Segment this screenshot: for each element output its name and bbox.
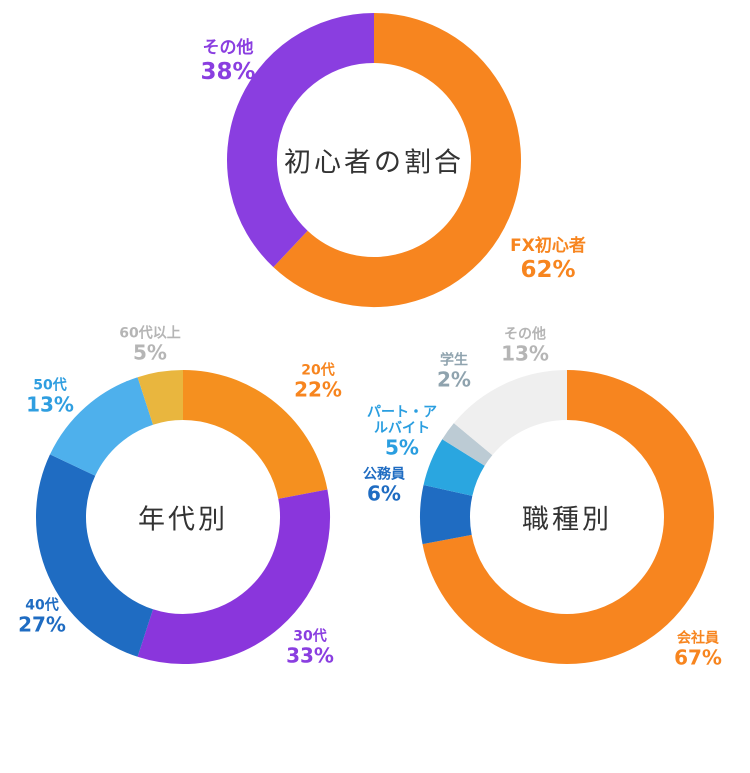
donut-segment <box>227 13 375 268</box>
segment-label: 会社員 67% <box>674 630 722 669</box>
category-label: 30代 <box>293 628 327 645</box>
segment-label: その他 13% <box>501 326 549 365</box>
donut-segment <box>36 454 154 657</box>
value-label: 2% <box>437 367 471 392</box>
donut-segment <box>182 370 328 500</box>
category-label: 会社員 <box>677 630 719 647</box>
category-label: 50代 <box>33 377 67 394</box>
donut-segment <box>137 489 330 664</box>
donut-segment <box>423 439 486 497</box>
value-label: 6% <box>367 481 401 506</box>
segment-label: パート・アルバイト 5% <box>367 404 437 459</box>
category-label: 40代 <box>25 597 59 614</box>
donut-segment <box>453 370 568 456</box>
value-label: 33% <box>286 643 334 668</box>
category-label: その他 <box>504 326 546 343</box>
value-label: 13% <box>26 392 74 417</box>
category-label: 公務員 <box>363 466 405 483</box>
chart-title: 初心者の割合 <box>284 147 464 179</box>
segment-label: 30代 33% <box>286 628 334 667</box>
value-label: 5% <box>133 340 167 365</box>
category-label: FX初心者 <box>510 236 586 257</box>
category-label: 学生 <box>440 352 468 369</box>
donut-segment <box>273 13 521 307</box>
value-label: 38% <box>200 58 256 85</box>
segment-label: 20代 22% <box>294 362 342 401</box>
donut-segment <box>442 423 493 467</box>
value-label: 5% <box>385 435 419 460</box>
category-label: その他 <box>202 38 254 59</box>
chart-title: 年代別 <box>138 504 228 536</box>
segment-label: FX初心者 62% <box>510 236 586 283</box>
value-label: 22% <box>294 377 342 402</box>
donut-segment <box>49 377 154 477</box>
value-label: 27% <box>18 612 66 637</box>
segment-label: 60代以上 5% <box>119 325 180 364</box>
segment-label: 学生 2% <box>437 352 471 391</box>
chart-title: 職種別 <box>522 504 612 536</box>
donut-segment <box>137 370 184 425</box>
segment-label: 公務員 6% <box>363 466 405 505</box>
category-label: 60代以上 <box>119 325 181 342</box>
category-label: 20代 <box>301 362 335 379</box>
value-label: 62% <box>520 256 576 283</box>
segment-label: その他 38% <box>200 38 256 85</box>
value-label: 13% <box>501 341 549 366</box>
segment-label: 40代 27% <box>18 597 66 636</box>
donut-segment <box>420 484 473 545</box>
category-label: パート・アルバイト <box>367 404 437 437</box>
segment-label: 50代 13% <box>26 377 74 416</box>
value-label: 67% <box>674 645 722 670</box>
donut-segment <box>422 370 714 664</box>
